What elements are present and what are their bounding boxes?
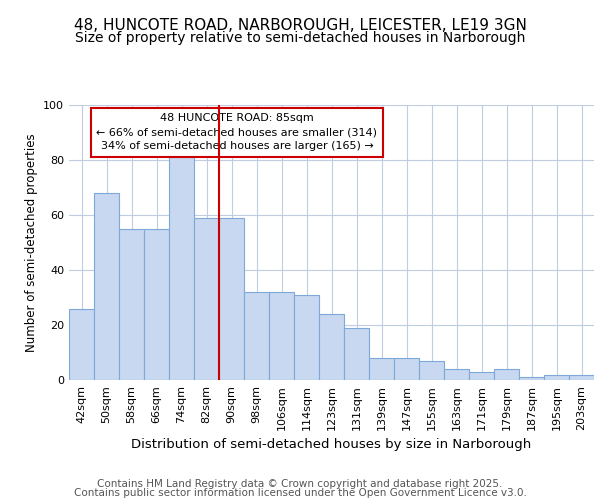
Bar: [69, 308, 94, 380]
Bar: [169, 149, 194, 380]
Bar: [544, 374, 569, 380]
Bar: [444, 369, 469, 380]
Bar: [144, 229, 169, 380]
Bar: [469, 372, 494, 380]
Bar: [94, 193, 119, 380]
Bar: [419, 361, 444, 380]
Bar: [294, 294, 319, 380]
Bar: [319, 314, 344, 380]
Text: Contains HM Land Registry data © Crown copyright and database right 2025.: Contains HM Land Registry data © Crown c…: [97, 479, 503, 489]
Y-axis label: Number of semi-detached properties: Number of semi-detached properties: [25, 133, 38, 352]
Text: 48 HUNCOTE ROAD: 85sqm
← 66% of semi-detached houses are smaller (314)
34% of se: 48 HUNCOTE ROAD: 85sqm ← 66% of semi-det…: [97, 114, 377, 151]
Bar: [394, 358, 419, 380]
Bar: [219, 218, 244, 380]
Text: Contains public sector information licensed under the Open Government Licence v3: Contains public sector information licen…: [74, 488, 526, 498]
Bar: [244, 292, 269, 380]
Bar: [494, 369, 519, 380]
Bar: [369, 358, 394, 380]
Bar: [569, 374, 594, 380]
Bar: [269, 292, 294, 380]
Bar: [344, 328, 369, 380]
Bar: [194, 218, 219, 380]
Text: Size of property relative to semi-detached houses in Narborough: Size of property relative to semi-detach…: [75, 31, 525, 45]
Text: 48, HUNCOTE ROAD, NARBOROUGH, LEICESTER, LE19 3GN: 48, HUNCOTE ROAD, NARBOROUGH, LEICESTER,…: [74, 18, 526, 32]
Bar: [119, 229, 144, 380]
Bar: [519, 377, 544, 380]
X-axis label: Distribution of semi-detached houses by size in Narborough: Distribution of semi-detached houses by …: [131, 438, 532, 451]
